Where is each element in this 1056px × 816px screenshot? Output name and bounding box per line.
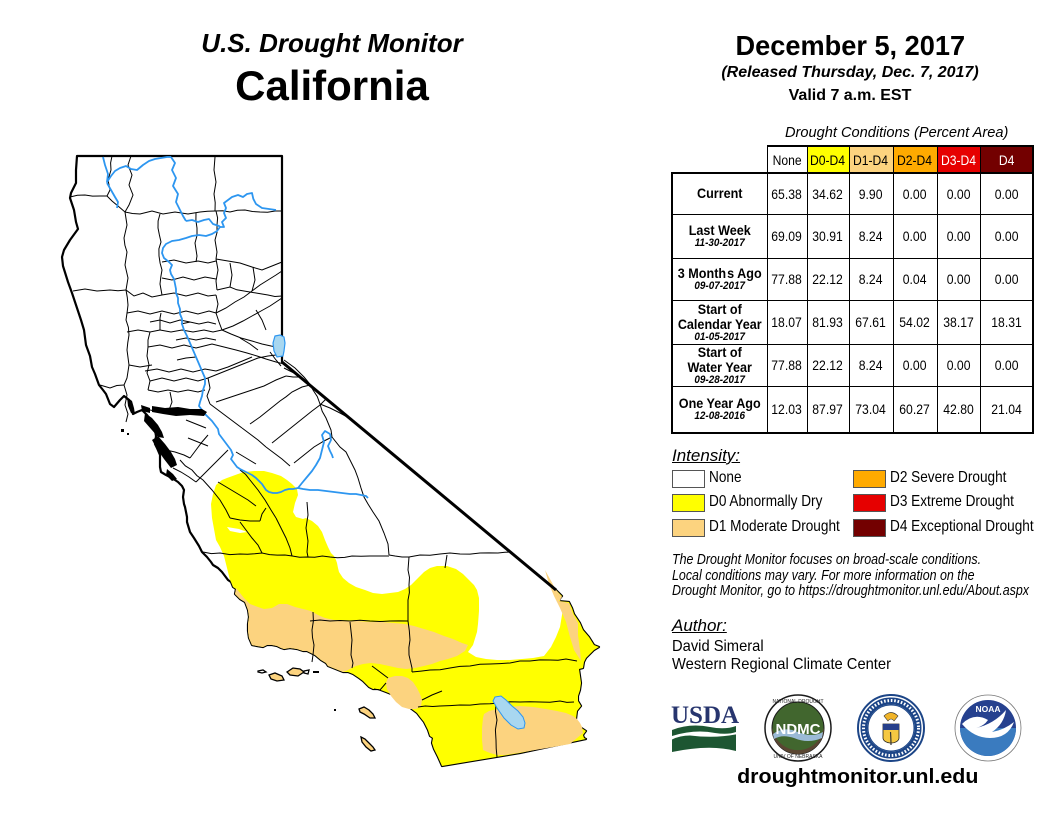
svg-text:NDMC: NDMC: [776, 721, 821, 738]
svg-text:UNIV OF NEBRASKA: UNIV OF NEBRASKA: [774, 754, 824, 760]
svg-text:NOAA: NOAA: [975, 704, 1000, 714]
svg-text:NATIONAL DROUGHT: NATIONAL DROUGHT: [772, 699, 823, 705]
svg-text:USDA: USDA: [671, 703, 739, 729]
